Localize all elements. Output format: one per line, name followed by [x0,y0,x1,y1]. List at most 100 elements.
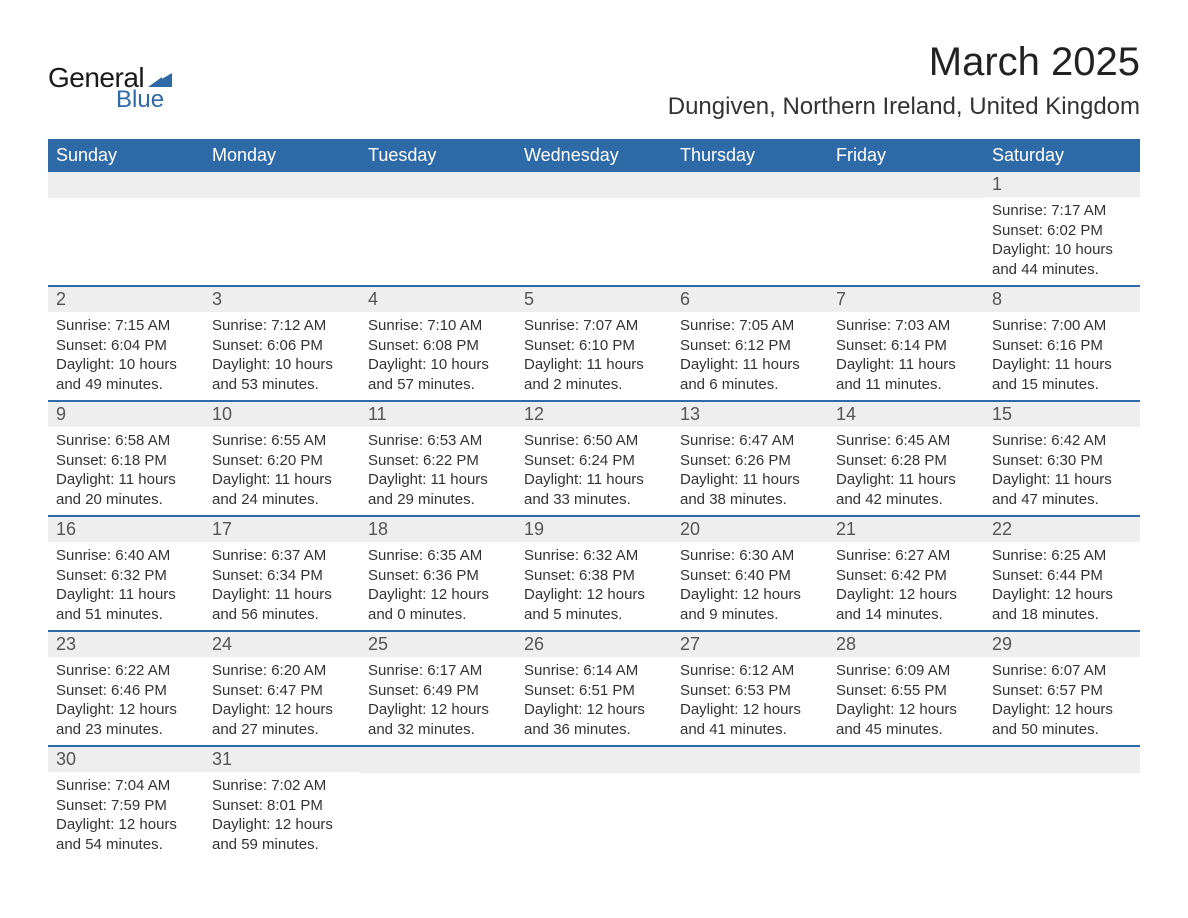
daylight-text: Daylight: 12 hours [836,585,976,605]
sunset-text: Sunset: 6:51 PM [524,681,664,701]
daylight-text: Daylight: 12 hours [680,585,820,605]
day-body: Sunrise: 7:02 AMSunset: 8:01 PMDaylight:… [204,772,360,860]
sunset-text: Sunset: 6:38 PM [524,566,664,586]
day-number: 28 [828,632,984,657]
day-body: Sunrise: 7:15 AMSunset: 6:04 PMDaylight:… [48,312,204,400]
calendar-day-cell: 7Sunrise: 7:03 AMSunset: 6:14 PMDaylight… [828,286,984,401]
day-number: 11 [360,402,516,427]
daylight-text-2: and 57 minutes. [368,375,508,395]
sunset-text: Sunset: 8:01 PM [212,796,352,816]
logo-triangle-icon [148,69,172,87]
calendar-day-cell: 16Sunrise: 6:40 AMSunset: 6:32 PMDayligh… [48,516,204,631]
day-number: 25 [360,632,516,657]
sunset-text: Sunset: 6:14 PM [836,336,976,356]
daylight-text: Daylight: 10 hours [212,355,352,375]
sunset-text: Sunset: 6:12 PM [680,336,820,356]
daylight-text-2: and 5 minutes. [524,605,664,625]
daylight-text: Daylight: 12 hours [56,815,196,835]
calendar-day-cell: 22Sunrise: 6:25 AMSunset: 6:44 PMDayligh… [984,516,1140,631]
day-body: Sunrise: 6:42 AMSunset: 6:30 PMDaylight:… [984,427,1140,515]
sunrise-text: Sunrise: 6:58 AM [56,431,196,451]
day-number [516,747,672,773]
calendar-day-cell: 8Sunrise: 7:00 AMSunset: 6:16 PMDaylight… [984,286,1140,401]
calendar-day-cell: 5Sunrise: 7:07 AMSunset: 6:10 PMDaylight… [516,286,672,401]
daylight-text: Daylight: 12 hours [992,700,1132,720]
daylight-text-2: and 9 minutes. [680,605,820,625]
day-number: 7 [828,287,984,312]
calendar-day-cell: 21Sunrise: 6:27 AMSunset: 6:42 PMDayligh… [828,516,984,631]
calendar-day-cell: 30Sunrise: 7:04 AMSunset: 7:59 PMDayligh… [48,746,204,860]
sunrise-text: Sunrise: 6:45 AM [836,431,976,451]
day-body [984,773,1140,843]
day-number: 1 [984,172,1140,197]
daylight-text-2: and 51 minutes. [56,605,196,625]
day-body [360,198,516,268]
day-number: 9 [48,402,204,427]
sunset-text: Sunset: 6:26 PM [680,451,820,471]
daylight-text: Daylight: 12 hours [524,700,664,720]
daylight-text-2: and 0 minutes. [368,605,508,625]
sunrise-text: Sunrise: 7:05 AM [680,316,820,336]
day-number [828,172,984,198]
daylight-text-2: and 42 minutes. [836,490,976,510]
sunset-text: Sunset: 6:44 PM [992,566,1132,586]
day-number: 27 [672,632,828,657]
day-number: 23 [48,632,204,657]
daylight-text-2: and 49 minutes. [56,375,196,395]
day-body: Sunrise: 6:58 AMSunset: 6:18 PMDaylight:… [48,427,204,515]
daylight-text-2: and 53 minutes. [212,375,352,395]
day-number: 18 [360,517,516,542]
day-number: 30 [48,747,204,772]
day-body: Sunrise: 7:03 AMSunset: 6:14 PMDaylight:… [828,312,984,400]
calendar-day-cell: 24Sunrise: 6:20 AMSunset: 6:47 PMDayligh… [204,631,360,746]
calendar-day-cell [828,746,984,860]
calendar-day-cell: 14Sunrise: 6:45 AMSunset: 6:28 PMDayligh… [828,401,984,516]
calendar-day-cell [360,172,516,286]
day-number: 14 [828,402,984,427]
day-number: 13 [672,402,828,427]
sunset-text: Sunset: 6:08 PM [368,336,508,356]
day-number: 3 [204,287,360,312]
sunrise-text: Sunrise: 7:12 AM [212,316,352,336]
sunset-text: Sunset: 7:59 PM [56,796,196,816]
day-body: Sunrise: 6:25 AMSunset: 6:44 PMDaylight:… [984,542,1140,630]
calendar-day-cell: 15Sunrise: 6:42 AMSunset: 6:30 PMDayligh… [984,401,1140,516]
sunset-text: Sunset: 6:06 PM [212,336,352,356]
day-number [672,172,828,198]
day-number: 31 [204,747,360,772]
daylight-text-2: and 47 minutes. [992,490,1132,510]
day-number: 22 [984,517,1140,542]
calendar-day-cell [828,172,984,286]
daylight-text: Daylight: 10 hours [368,355,508,375]
day-number: 16 [48,517,204,542]
day-number: 24 [204,632,360,657]
sunset-text: Sunset: 6:16 PM [992,336,1132,356]
calendar-week-row: 16Sunrise: 6:40 AMSunset: 6:32 PMDayligh… [48,516,1140,631]
daylight-text-2: and 15 minutes. [992,375,1132,395]
day-number [984,747,1140,773]
daylight-text-2: and 23 minutes. [56,720,196,740]
daylight-text: Daylight: 12 hours [212,815,352,835]
daylight-text-2: and 11 minutes. [836,375,976,395]
weekday-monday: Monday [204,139,360,172]
sunrise-text: Sunrise: 6:47 AM [680,431,820,451]
day-body: Sunrise: 6:55 AMSunset: 6:20 PMDaylight:… [204,427,360,515]
sunrise-text: Sunrise: 6:40 AM [56,546,196,566]
calendar-day-cell [672,172,828,286]
calendar-week-row: 30Sunrise: 7:04 AMSunset: 7:59 PMDayligh… [48,746,1140,860]
sunrise-text: Sunrise: 6:20 AM [212,661,352,681]
day-body: Sunrise: 6:35 AMSunset: 6:36 PMDaylight:… [360,542,516,630]
day-body: Sunrise: 6:40 AMSunset: 6:32 PMDaylight:… [48,542,204,630]
calendar-day-cell: 20Sunrise: 6:30 AMSunset: 6:40 PMDayligh… [672,516,828,631]
day-body: Sunrise: 6:32 AMSunset: 6:38 PMDaylight:… [516,542,672,630]
calendar-day-cell [984,746,1140,860]
sunset-text: Sunset: 6:30 PM [992,451,1132,471]
daylight-text: Daylight: 11 hours [212,470,352,490]
sunrise-text: Sunrise: 7:17 AM [992,201,1132,221]
sunrise-text: Sunrise: 6:22 AM [56,661,196,681]
weekday-tuesday: Tuesday [360,139,516,172]
day-number: 12 [516,402,672,427]
daylight-text-2: and 18 minutes. [992,605,1132,625]
day-body: Sunrise: 6:12 AMSunset: 6:53 PMDaylight:… [672,657,828,745]
sunrise-text: Sunrise: 6:37 AM [212,546,352,566]
